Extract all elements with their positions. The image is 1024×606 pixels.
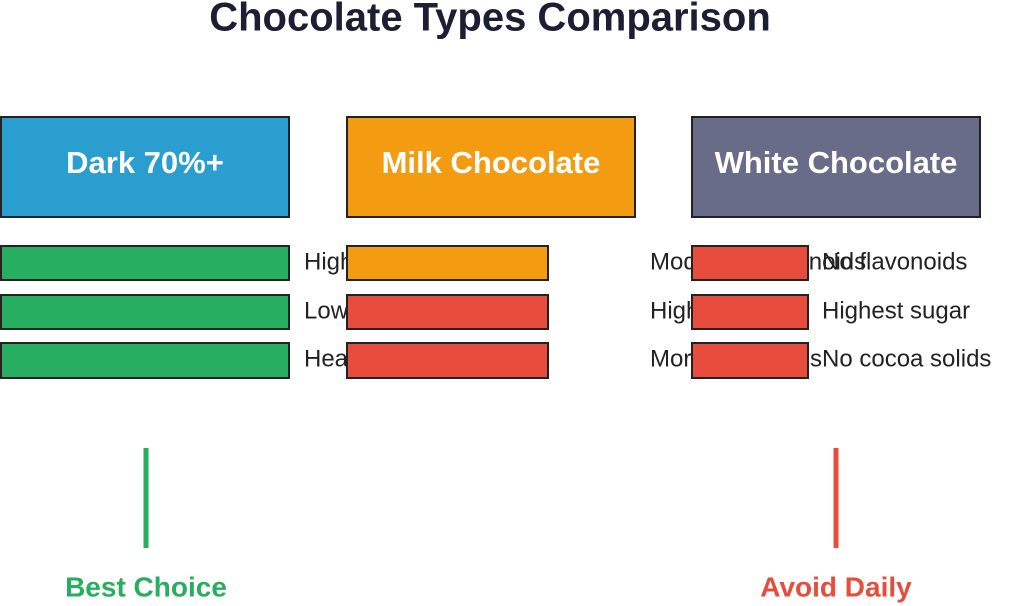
header-box (346, 116, 636, 218)
item-bar (691, 294, 809, 330)
header-box (0, 116, 290, 218)
item-text: No cocoa solids (822, 345, 991, 372)
header-label: White Chocolate (715, 145, 958, 180)
item-bar (691, 342, 809, 379)
item-bar (346, 342, 549, 379)
item-bar (691, 245, 809, 281)
item-bar (0, 294, 290, 330)
header-label: Milk Chocolate (382, 145, 601, 180)
header-box (691, 116, 981, 218)
item-bar (0, 245, 290, 281)
item-bar (0, 342, 290, 379)
title: Chocolate Types Comparison (209, 0, 771, 40)
item-bar (346, 294, 549, 330)
item-text: No flavonoids (822, 248, 967, 275)
footer-label: Best Choice (65, 571, 227, 602)
header-label: Dark 70%+ (66, 145, 224, 180)
item-text: Highest sugar (822, 297, 970, 324)
footer-label: Avoid Daily (760, 571, 912, 602)
item-bar (346, 245, 549, 281)
